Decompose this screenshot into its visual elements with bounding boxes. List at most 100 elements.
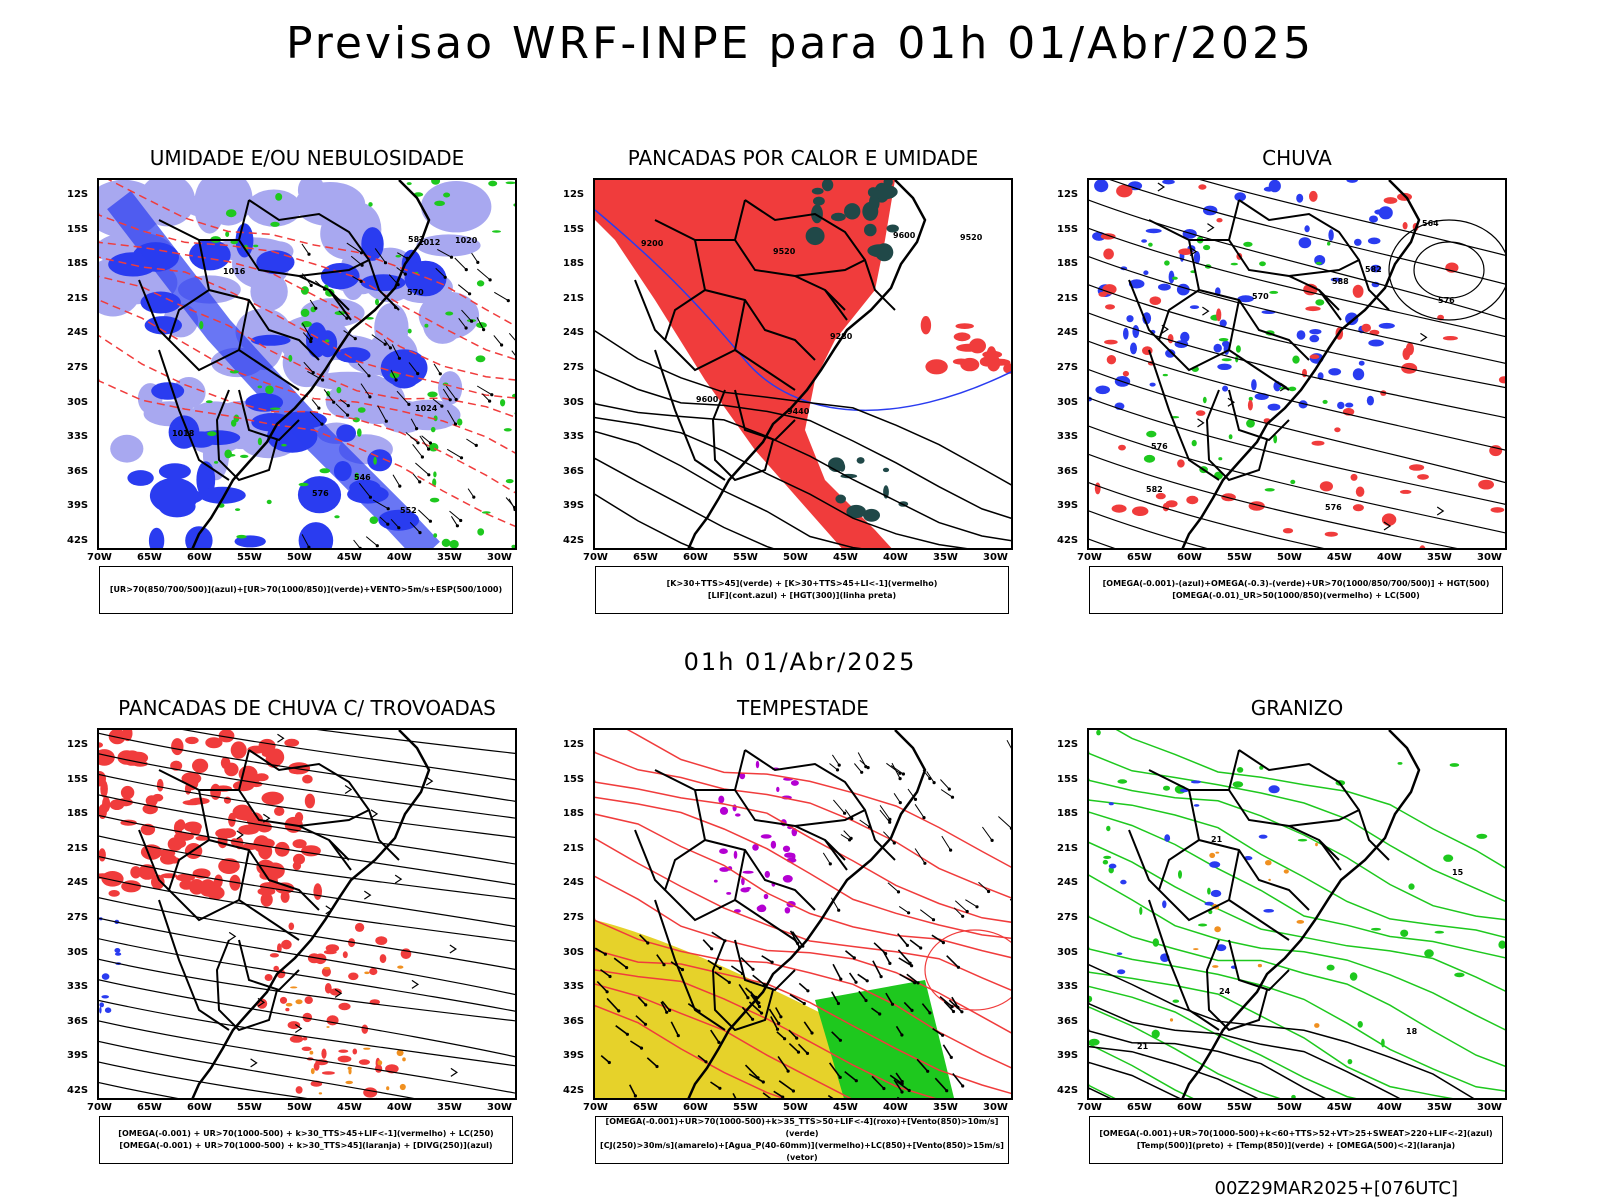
- latitude-tick: 24S: [563, 877, 585, 889]
- map-panel: [593, 728, 1013, 1100]
- panel-legend: [OMEGA(-0.001) + UR>70(1000-500) + k>30_…: [99, 1116, 513, 1164]
- country-borders: [1128, 730, 1421, 1098]
- wind-850-vectors: [595, 930, 965, 1098]
- instability-area-ocean: [920, 316, 1011, 375]
- longitude-tick: 45W: [833, 1102, 858, 1113]
- pressure-label: 570: [407, 288, 424, 297]
- latitude-tick: 42S: [67, 535, 89, 546]
- longitude-tick: 60W: [683, 552, 708, 563]
- height-label: 9600: [893, 231, 916, 240]
- forecast-time-label: 01h 01/Abr/2025: [683, 648, 917, 676]
- longitude-tick: 30W: [487, 1102, 512, 1113]
- latitude-tick: 18S: [1057, 258, 1079, 270]
- latitude-tick: 39S: [67, 1050, 89, 1062]
- streamlines: [99, 730, 515, 1098]
- divergence-area: [99, 917, 122, 1014]
- map-panel: 576 570 576 564 582 588 582 576: [1087, 178, 1507, 550]
- temperature-label: 15: [1452, 868, 1464, 877]
- longitude-tick: 35W: [1427, 1102, 1452, 1113]
- longitude-tick: 65W: [633, 1102, 658, 1113]
- run-label: 00Z29MAR2025+[076UTC]: [1214, 1178, 1458, 1199]
- latitude-tick: 18S: [1057, 808, 1079, 820]
- longitude-tick: 70W: [87, 1102, 112, 1113]
- latitude-tick: 42S: [563, 535, 585, 546]
- longitude-tick: 45W: [337, 552, 362, 563]
- main-title: Previsao WRF-INPE para 01h 01/Abr/2025: [285, 18, 1314, 69]
- latitude-tick: 33S: [563, 981, 585, 993]
- longitude-tick: 65W: [137, 552, 162, 563]
- omega-area-green: [1143, 236, 1331, 492]
- longitude-tick: 55W: [237, 1102, 262, 1113]
- panel-legend: [UR>70(850/700/500)](azul)+[UR>70(1000/8…: [99, 566, 513, 614]
- pressure-label: 552: [400, 506, 417, 515]
- longitude-tick: 70W: [583, 552, 608, 563]
- latitude-tick: 33S: [1057, 981, 1079, 993]
- latitude-tick: 33S: [563, 431, 585, 443]
- temperature-850-contours: [1089, 730, 1505, 1098]
- latitude-tick: 18S: [67, 258, 89, 270]
- country-borders: [138, 180, 431, 548]
- height-label: 582: [1365, 265, 1382, 274]
- latitude-tick: 15S: [67, 773, 89, 785]
- high-pressure-inner: [1413, 241, 1485, 299]
- latitude-tick: 39S: [563, 1050, 585, 1062]
- low-level-circulation: [924, 929, 1011, 1011]
- latitude-tick: 30S: [563, 396, 585, 408]
- map-panel: 1012 1016 1020 1024 570 576 582 552 546 1018: [97, 178, 517, 550]
- longitude-tick: 35W: [1427, 552, 1452, 563]
- latitude-tick: 24S: [1057, 327, 1079, 339]
- latitude-tick: 33S: [67, 431, 89, 443]
- legend-line: [K>30+TTS>45](verde) + [K>30+TTS>45+LI<-…: [666, 579, 938, 588]
- longitude-tick: 55W: [733, 552, 758, 563]
- latitude-tick: 12S: [563, 739, 585, 750]
- longitude-tick: 40W: [883, 1102, 908, 1113]
- latitude-tick: 36S: [563, 1015, 585, 1027]
- panel-title: PANCADAS POR CALOR E UMIDADE: [627, 146, 979, 170]
- latitude-tick: 24S: [1057, 877, 1079, 889]
- longitude-tick: 30W: [487, 552, 512, 563]
- legend-line: [UR>70(850/700/500)](azul)+[UR>70(1000/8…: [109, 585, 503, 594]
- latitude-tick: 15S: [1057, 223, 1079, 235]
- longitude-tick: 50W: [1277, 552, 1302, 563]
- latitude-tick: 21S: [563, 292, 585, 304]
- legend-line: [OMEGA(-0.001) + UR>70(1000-500) + k>30_…: [118, 1129, 494, 1138]
- pressure-label: 1024: [415, 404, 438, 413]
- panel-legend: [OMEGA(-0.001)+UR>70(1000-500)+k>35_TTS>…: [595, 1116, 1009, 1164]
- latitude-tick: 12S: [67, 739, 89, 750]
- longitude-tick: 45W: [833, 552, 858, 563]
- legend-line: [OMEGA(-0.001) + UR>70(1000-500) + k>30_…: [119, 1141, 493, 1150]
- longitude-tick: 35W: [437, 1102, 462, 1113]
- longitude-tick: 70W: [87, 552, 112, 563]
- longitude-tick: 45W: [1327, 1102, 1352, 1113]
- wind-850-vectors-north: [822, 739, 1011, 922]
- map-panel: 9600 9520 9440 9280 9200 9600 9520: [593, 178, 1013, 550]
- longitude-tick: 65W: [1127, 552, 1152, 563]
- pressure-label: 546: [354, 473, 371, 482]
- panel-title: TEMPESTADE: [737, 696, 869, 720]
- longitude-tick: 30W: [1477, 552, 1502, 563]
- temperature-500-contours: [1089, 963, 1475, 1098]
- latitude-tick: 21S: [67, 842, 89, 854]
- legend-line: [OMEGA(-0.01)_UR>50(1000/850)(vermelho) …: [1172, 591, 1420, 600]
- latitude-tick: 24S: [563, 327, 585, 339]
- pressure-label: 1012: [418, 238, 440, 247]
- latitude-tick: 36S: [1057, 1015, 1079, 1027]
- latitude-tick: 27S: [67, 362, 89, 373]
- latitude-tick: 21S: [563, 842, 585, 854]
- latitude-tick: 42S: [67, 1085, 89, 1096]
- wind-850-area: [815, 980, 955, 1098]
- legend-line: [OMEGA(-0.001)-(azul)+OMEGA(-0.3)-(verde…: [1102, 579, 1490, 588]
- longitude-tick: 35W: [437, 552, 462, 563]
- latitude-tick: 42S: [1057, 535, 1079, 546]
- latitude-tick: 36S: [1057, 465, 1079, 477]
- high-pressure-center: [1388, 219, 1505, 321]
- latitude-tick: 39S: [563, 500, 585, 512]
- temperature-label: 21: [1137, 1042, 1149, 1051]
- latitude-tick: 21S: [1057, 842, 1079, 854]
- height-label: 9520: [960, 233, 983, 242]
- panel-legend: [OMEGA(-0.001)-(azul)+OMEGA(-0.3)-(verde…: [1089, 566, 1503, 614]
- height-contours: [595, 330, 1011, 548]
- longitude-tick: 30W: [1477, 1102, 1502, 1113]
- longitude-tick: 40W: [1377, 552, 1402, 563]
- pressure-label: 1020: [455, 236, 478, 245]
